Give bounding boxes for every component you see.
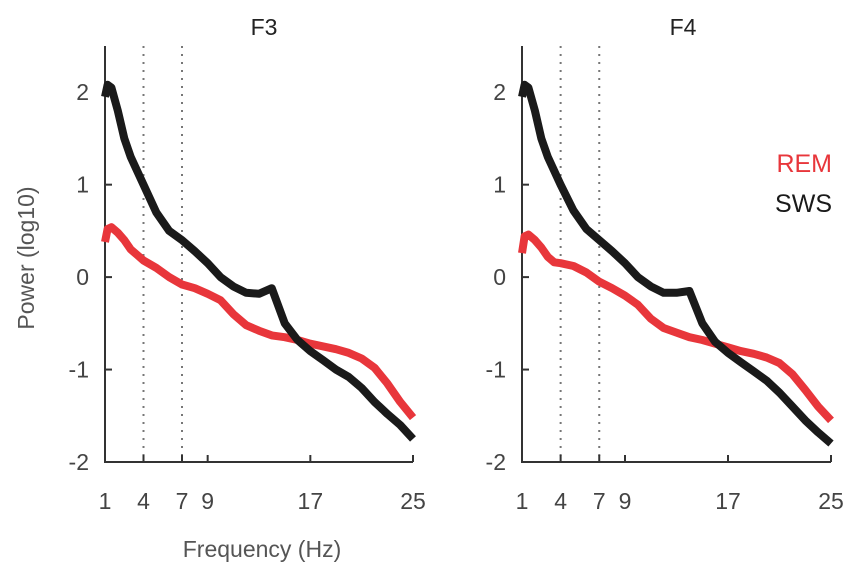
- legend-label-sws: SWS: [775, 190, 832, 218]
- y-tick-label: 2: [493, 79, 506, 105]
- x-tick-label: 25: [818, 488, 844, 514]
- series-line-sws: [518, 80, 834, 447]
- series-lines: [101, 80, 417, 442]
- y-tick-label: 0: [493, 264, 506, 290]
- y-axis-label: Power (log10): [13, 186, 39, 329]
- series-line-sws: [101, 80, 416, 442]
- x-tick-label: 17: [715, 488, 741, 514]
- x-tick-label: 7: [593, 488, 606, 514]
- series-line-rem: [101, 223, 417, 421]
- x-axis-label: Frequency (Hz): [183, 536, 341, 562]
- y-tick-label: -2: [486, 449, 506, 475]
- y-tick-label: 2: [76, 79, 89, 105]
- x-tick-label: 7: [176, 488, 189, 514]
- legend: REM SWS: [775, 150, 832, 218]
- x-tick-label: 1: [516, 488, 529, 514]
- y-tick-label: -1: [69, 357, 89, 383]
- y-tick-label: -2: [69, 449, 89, 475]
- series-line-rem: [518, 230, 834, 424]
- x-tick-label: 4: [137, 488, 150, 514]
- axes: [104, 46, 414, 463]
- axes: [521, 46, 832, 463]
- x-tick-label: 17: [298, 488, 324, 514]
- x-tick-label: 9: [619, 488, 632, 514]
- frequency-band-markers: [142, 46, 183, 462]
- y-tick-label: 1: [493, 172, 506, 198]
- y-tick-label: -1: [486, 357, 506, 383]
- y-tick-label: 1: [76, 172, 89, 198]
- series-lines: [518, 80, 834, 447]
- x-tick-label: 25: [400, 488, 426, 514]
- y-tick-label: 0: [76, 264, 89, 290]
- x-tick-label: 4: [554, 488, 567, 514]
- panel-title: F3: [251, 14, 278, 40]
- x-tick-label: 9: [201, 488, 214, 514]
- legend-label-rem: REM: [776, 150, 832, 178]
- x-tick-label: 1: [99, 488, 112, 514]
- panel-title: F4: [670, 14, 697, 40]
- frequency-band-markers: [559, 46, 601, 462]
